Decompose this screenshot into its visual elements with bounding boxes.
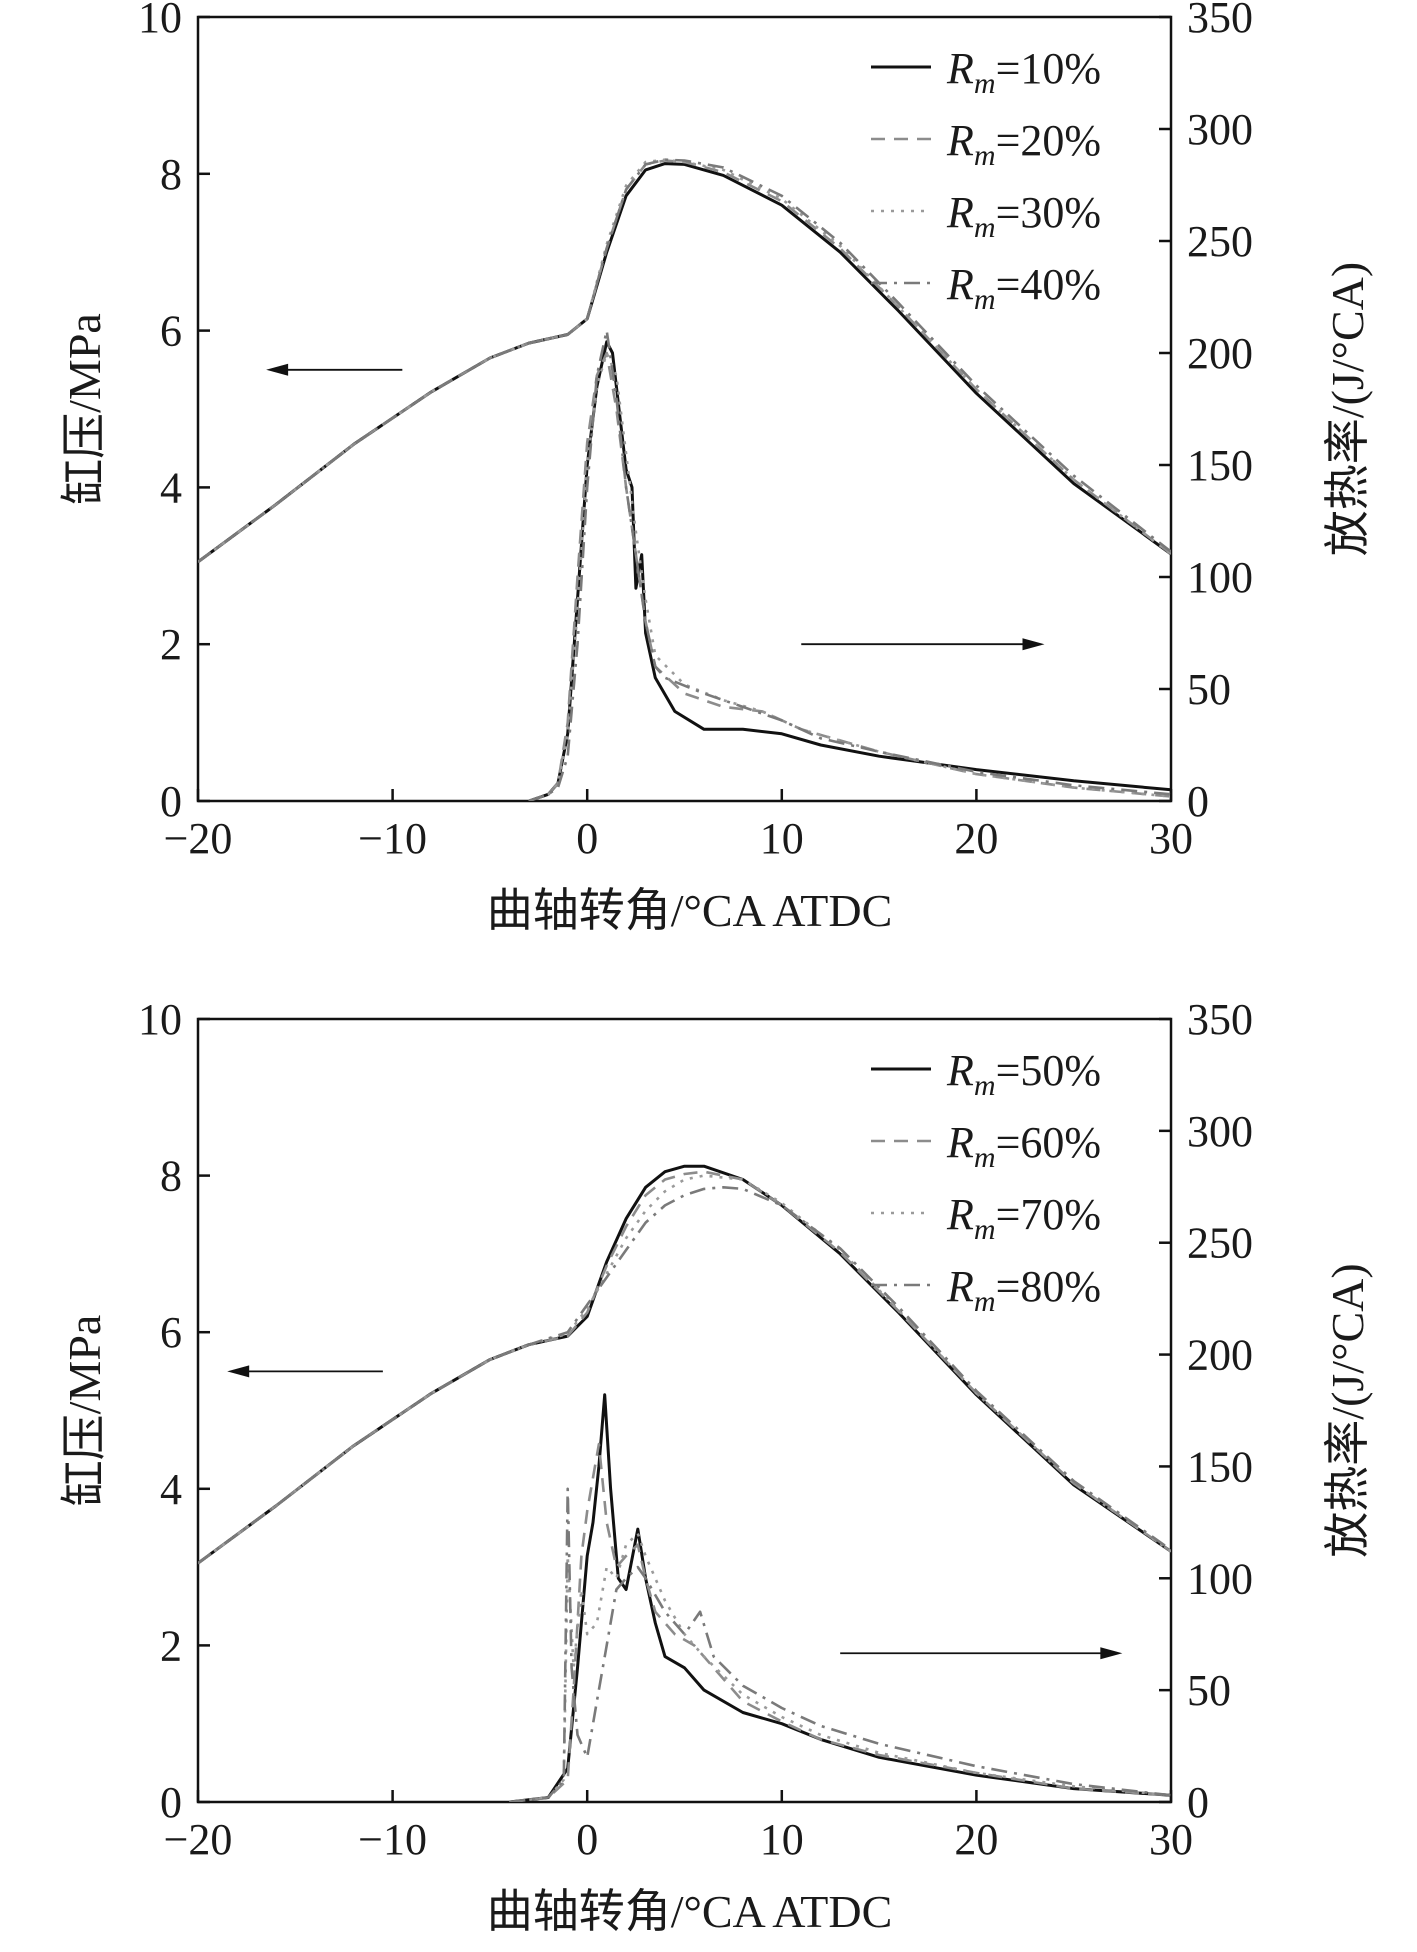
- legend-subscript: m: [974, 1141, 996, 1174]
- y-right-axis-title: 放热率/(J/°CA): [1322, 262, 1373, 556]
- legend-entry: Rm=50%: [946, 1046, 1101, 1102]
- y-right-tick-label: 200: [1187, 329, 1253, 378]
- heat-release-line-series-4: [509, 1487, 1171, 1802]
- legend-label: =20%: [996, 116, 1101, 165]
- legend-subscript: m: [974, 67, 996, 100]
- y-left-tick-label: 4: [160, 1465, 182, 1514]
- legend-label: =80%: [996, 1262, 1101, 1311]
- y-left-tick-label: 2: [160, 1621, 182, 1670]
- legend-label: =40%: [996, 260, 1101, 309]
- legend-entry: Rm=20%: [946, 116, 1101, 172]
- y-left-tick-label: 10: [138, 995, 182, 1044]
- legend-entry: Rm=30%: [946, 188, 1101, 244]
- y-left-tick-label: 4: [160, 463, 182, 512]
- y-left-axis-title: 缸压/MPa: [59, 313, 110, 505]
- legend-entry: Rm=80%: [946, 1262, 1101, 1318]
- y-right-tick-label: 0: [1187, 777, 1209, 826]
- legend-symbol: R: [946, 1046, 974, 1095]
- y-right-tick-label: 50: [1187, 665, 1231, 714]
- x-tick-label: 30: [1149, 814, 1193, 863]
- x-tick-label: 0: [576, 1815, 598, 1864]
- legend-label: =50%: [996, 1046, 1101, 1095]
- pressure-line-series-4: [198, 1186, 1171, 1565]
- y-right-tick-label: 100: [1187, 1554, 1253, 1603]
- plot-frame: [196, 15, 1173, 803]
- indicator-arrowhead-right-axis: [1022, 638, 1045, 651]
- legend-symbol: R: [946, 1262, 974, 1311]
- legend-symbol: R: [946, 188, 974, 237]
- y-left-tick-label: 0: [160, 1778, 182, 1827]
- y-left-axis-title: 缸压/MPa: [59, 1315, 110, 1507]
- legend-subscript: m: [974, 1285, 996, 1318]
- chart-panel-bottom: −20 −10 0 10 20 30024681005010015020025030035…: [59, 995, 1373, 1937]
- legend-subscript: m: [974, 1069, 996, 1102]
- y-left-tick-label: 8: [160, 150, 182, 199]
- x-tick-label: 10: [760, 814, 804, 863]
- heat-release-line-series-2: [528, 351, 1171, 801]
- x-axis-title: 曲轴转角/°CA ATDC: [487, 1886, 893, 1937]
- indicator-arrowhead-left-axis: [266, 363, 289, 376]
- y-right-tick-label: 150: [1187, 1442, 1253, 1491]
- y-left-tick-label: 8: [160, 1152, 182, 1201]
- y-left-tick-label: 0: [160, 777, 182, 826]
- heat-release-line-series-2: [509, 1442, 1171, 1802]
- x-tick-label: 10: [760, 1815, 804, 1864]
- y-left-tick-label: 6: [160, 307, 182, 356]
- legend-subscript: m: [974, 211, 996, 244]
- x-tick-label: −10: [358, 814, 427, 863]
- y-right-tick-label: 50: [1187, 1666, 1231, 1715]
- indicator-arrowhead-right-axis: [1100, 1647, 1123, 1660]
- legend-label: =60%: [996, 1118, 1101, 1167]
- y-right-tick-label: 350: [1187, 0, 1253, 42]
- x-tick-label: 30: [1149, 1815, 1193, 1864]
- plot-frame: [196, 1017, 1173, 1804]
- legend-symbol: R: [946, 1190, 974, 1239]
- x-tick-label: −20: [164, 1815, 233, 1864]
- y-left-tick-label: 10: [138, 0, 182, 42]
- legend-subscript: m: [974, 139, 996, 172]
- x-tick-label: −20: [164, 814, 233, 863]
- y-left-tick-label: 6: [160, 1308, 182, 1357]
- legend-label: =30%: [996, 188, 1101, 237]
- y-right-tick-label: 300: [1187, 105, 1253, 154]
- y-right-tick-label: 350: [1187, 995, 1253, 1044]
- legend-label: =70%: [996, 1190, 1101, 1239]
- heat-release-line-series-3: [509, 1532, 1171, 1802]
- y-right-tick-label: 300: [1187, 1107, 1253, 1156]
- pressure-line-series-4: [198, 158, 1171, 563]
- x-tick-label: 20: [954, 814, 998, 863]
- legend-symbol: R: [946, 260, 974, 309]
- y-right-tick-label: 250: [1187, 1219, 1253, 1268]
- heat-release-line-series-4: [528, 329, 1171, 801]
- y-right-tick-label: 150: [1187, 441, 1253, 490]
- legend-entry: Rm=40%: [946, 260, 1101, 316]
- legend-subscript: m: [974, 283, 996, 316]
- x-tick-label: −10: [358, 1815, 427, 1864]
- y-left-tick-label: 2: [160, 620, 182, 669]
- legend-symbol: R: [946, 1118, 974, 1167]
- y-right-tick-label: 200: [1187, 1331, 1253, 1380]
- legend-symbol: R: [946, 116, 974, 165]
- x-tick-label: 0: [576, 814, 598, 863]
- legend-entry: Rm=60%: [946, 1118, 1101, 1174]
- legend-subscript: m: [974, 1213, 996, 1246]
- y-right-tick-label: 100: [1187, 553, 1253, 602]
- legend-label: =10%: [996, 44, 1101, 93]
- heat-release-line-series-1: [509, 1393, 1171, 1802]
- heat-release-line-series-1: [528, 340, 1171, 801]
- y-right-tick-label: 250: [1187, 217, 1253, 266]
- heat-release-line-series-3: [528, 351, 1171, 801]
- y-right-tick-label: 0: [1187, 1778, 1209, 1827]
- x-tick-label: 20: [954, 1815, 998, 1864]
- x-axis-title: 曲轴转角/°CA ATDC: [487, 885, 893, 936]
- y-right-axis-title: 放热率/(J/°CA): [1322, 1263, 1373, 1557]
- chart-panel-top: −20 −10 0 10 20 30024681005010015020025030035…: [59, 0, 1373, 936]
- legend-entry: Rm=70%: [946, 1190, 1101, 1246]
- legend-entry: Rm=10%: [946, 44, 1101, 100]
- legend-symbol: R: [946, 44, 974, 93]
- indicator-arrowhead-left-axis: [227, 1365, 250, 1378]
